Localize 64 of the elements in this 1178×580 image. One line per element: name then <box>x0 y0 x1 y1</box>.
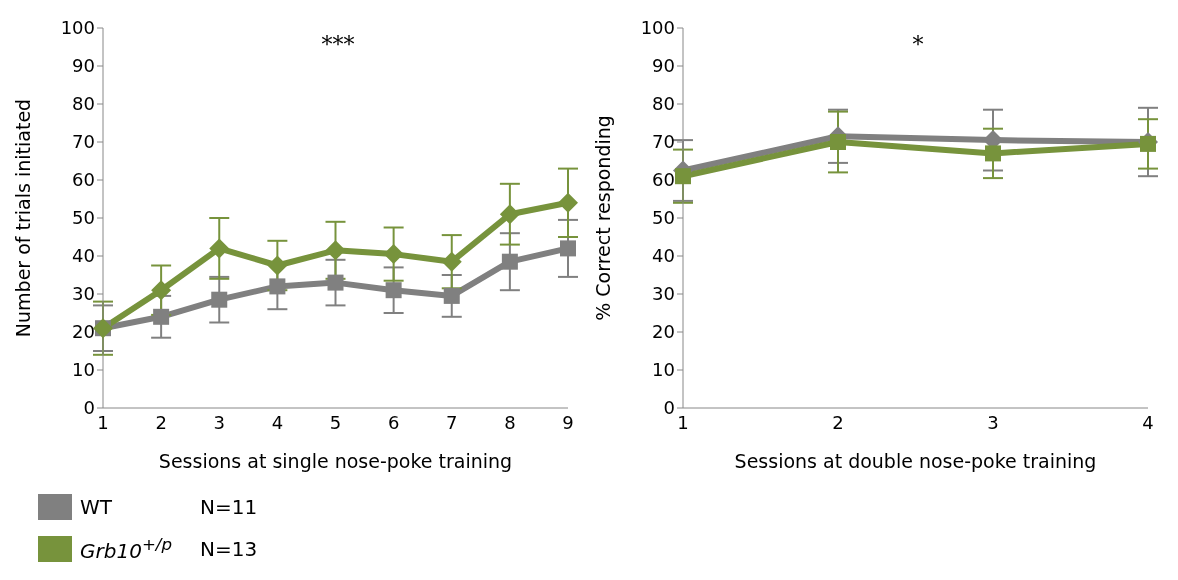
point <box>675 168 691 185</box>
y-tick-label: 90 <box>652 55 675 77</box>
y-tick-label: 10 <box>72 359 95 381</box>
y-tick-label: 50 <box>652 207 675 229</box>
y-tick-label: 80 <box>72 93 95 115</box>
y-tick-label: 60 <box>652 169 675 191</box>
text: N=11 <box>200 495 258 519</box>
point <box>830 134 846 150</box>
significance-stars: *** <box>321 32 355 57</box>
point <box>211 291 228 308</box>
x-tick-label: 7 <box>446 411 458 433</box>
point <box>269 278 286 295</box>
x-tick-label: 4 <box>271 411 284 433</box>
x-axis-title: Sessions at double nose-poke training <box>734 450 1097 472</box>
legend-label: WT <box>80 495 113 519</box>
x-tick-label: 2 <box>832 411 844 433</box>
y-tick-label: 0 <box>83 397 95 419</box>
x-tick-label: 3 <box>987 411 999 433</box>
point <box>558 192 578 213</box>
x-tick-label: 1 <box>97 411 109 433</box>
point <box>267 255 288 276</box>
x-tick-label: 5 <box>329 411 342 433</box>
x-tick-label: 3 <box>213 411 225 433</box>
point <box>325 240 346 261</box>
point <box>385 282 402 299</box>
y-tick-label: 10 <box>652 359 675 381</box>
text: N=13 <box>200 537 258 561</box>
y-tick-label: 100 <box>640 17 675 39</box>
point <box>985 145 1001 162</box>
point <box>441 251 462 272</box>
point <box>209 238 230 259</box>
y-tick-label: 100 <box>60 17 95 39</box>
y-tick-label: 60 <box>72 169 95 191</box>
y-tick-label: 30 <box>72 283 95 305</box>
point <box>383 244 404 265</box>
point <box>327 274 344 291</box>
point <box>153 308 170 325</box>
y-tick-label: 40 <box>652 245 675 267</box>
y-tick-label: 20 <box>652 321 675 343</box>
legend-label: Grb10$^{+/p}$ <box>80 535 174 563</box>
x-tick-label: 6 <box>387 411 400 433</box>
y-tick-label: 90 <box>72 55 95 77</box>
y-tick-label: 50 <box>72 207 95 229</box>
x-tick-label: 8 <box>504 411 516 433</box>
y-tick-label: 40 <box>72 245 95 267</box>
point <box>499 204 520 225</box>
x-tick-label: 9 <box>562 411 574 433</box>
y-tick-label: 0 <box>663 397 675 419</box>
y-axis-title: % Correct responding <box>591 115 614 321</box>
y-axis-title: Number of trials initiated <box>11 98 34 338</box>
x-tick-label: 1 <box>677 411 689 433</box>
y-tick-label: 20 <box>72 321 95 343</box>
y-tick-label: 70 <box>72 131 95 153</box>
x-tick-label: 2 <box>155 411 167 433</box>
y-tick-label: 80 <box>652 93 675 115</box>
significance-stars: * <box>912 32 924 57</box>
point <box>560 240 576 257</box>
y-tick-label: 30 <box>652 283 675 305</box>
point <box>151 280 172 301</box>
x-tick-label: 4 <box>1142 411 1154 433</box>
point <box>501 253 518 270</box>
y-tick-label: 70 <box>652 131 675 153</box>
point <box>443 287 460 304</box>
x-axis-title: Sessions at single nose-poke training <box>158 450 513 472</box>
